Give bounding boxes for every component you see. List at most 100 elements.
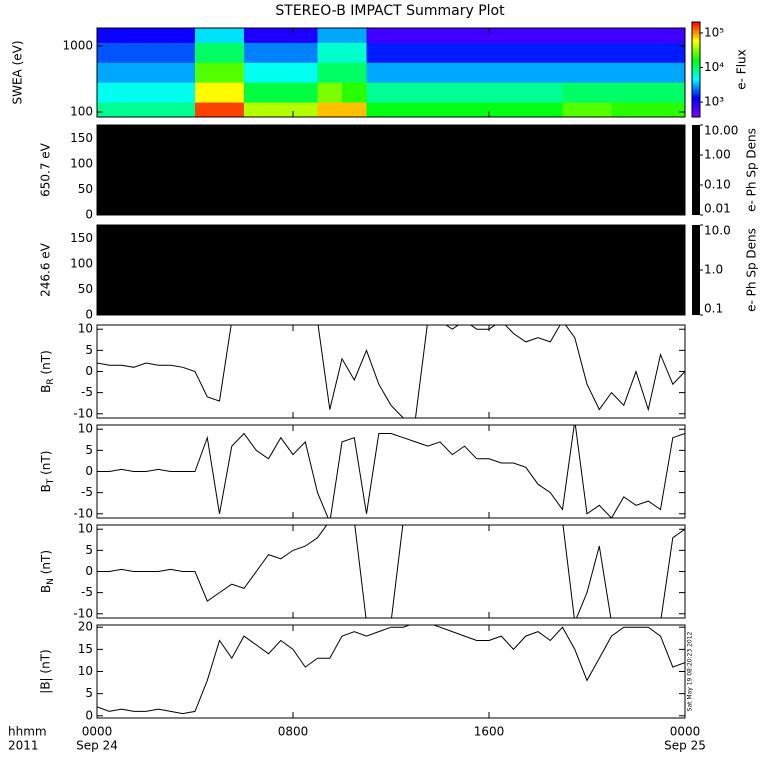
spectrogram-cell — [587, 82, 612, 103]
spectrogram-cell — [293, 82, 318, 103]
y-tick-label: -10 — [73, 506, 93, 520]
y-tick-label: 15 — [78, 642, 93, 656]
y-tick-label: 5 — [85, 343, 93, 357]
spectrogram-cell — [170, 42, 196, 63]
spectrogram-cell — [415, 102, 441, 117]
colorbar-tick-label: 10.00 — [704, 124, 738, 138]
spectrogram-cell — [660, 102, 685, 117]
spectrogram-cell — [489, 28, 514, 43]
spectrogram-cell — [244, 28, 269, 43]
spectrogram-cell — [366, 82, 392, 103]
colorbar-tick-label: 10.0 — [704, 224, 731, 238]
spectrogram-cell — [562, 62, 588, 83]
y-axis-label: 650.7 eV — [39, 142, 53, 197]
corner-label: hhmm — [8, 725, 47, 739]
data-line — [97, 525, 685, 618]
spectrogram-cell — [97, 28, 122, 43]
spectrogram-cell — [489, 62, 514, 83]
spectrogram-cell — [611, 62, 637, 83]
spectrogram-cell — [513, 102, 539, 117]
y-tick-label: 10 — [78, 322, 93, 336]
spectrogram-cell — [587, 42, 612, 63]
y-tick-label: -10 — [73, 606, 93, 620]
y-tick-label: 1000 — [62, 38, 93, 52]
spectrogram-cell — [97, 62, 122, 83]
panel-frame — [96, 124, 686, 216]
spectrogram-cell — [660, 42, 685, 63]
spectrogram-cell — [268, 102, 294, 117]
spectrogram-cell — [219, 62, 245, 83]
spectrogram-cell — [562, 28, 588, 43]
spectrogram-cell — [391, 102, 416, 117]
spectrogram-cell — [366, 62, 392, 83]
y-tick-label: 0 — [85, 708, 93, 722]
y-tick-label: 100 — [70, 156, 93, 170]
y-label-main: B — [39, 484, 53, 492]
spectrogram-cell — [268, 42, 294, 63]
spectrogram-cell — [342, 28, 367, 43]
y-tick-label: -5 — [81, 585, 93, 599]
y-tick-label: 100 — [70, 256, 93, 270]
spectrogram-cell — [121, 28, 147, 43]
spectrogram-cell — [146, 62, 171, 83]
spectrogram-cell — [170, 28, 196, 43]
spectrogram-cell — [440, 42, 465, 63]
spectrogram-cell — [562, 42, 588, 63]
colorbar-label: e- Ph Sp Dens — [745, 228, 759, 312]
x-tick-label: 1600 — [474, 725, 505, 739]
spectrogram-cell — [415, 28, 441, 43]
spectrogram-cell — [464, 62, 490, 83]
spectrogram-cell — [636, 62, 661, 83]
spectrogram-cell — [415, 42, 441, 63]
spectrogram-cell — [317, 28, 343, 43]
y-label-main: B — [39, 585, 53, 593]
spectrogram-cell — [636, 82, 661, 103]
spectrogram-cell — [97, 82, 122, 103]
spectrogram-cell — [513, 62, 539, 83]
date-label: Sep 25 — [664, 739, 706, 753]
y-tick-label: 20 — [78, 620, 93, 634]
colorbar-tick-label: 10³ — [704, 95, 724, 109]
spectrogram-cell — [415, 82, 441, 103]
y-axis-label: |B| (nT) — [39, 649, 53, 693]
spectrogram-cell — [195, 82, 220, 103]
spectrogram-cell — [415, 62, 441, 83]
spectrogram-cell — [170, 82, 196, 103]
y-tick-label: 0 — [85, 208, 93, 222]
y-tick-label: 100 — [70, 104, 93, 118]
spectrogram-cell — [440, 82, 465, 103]
spectrogram-cell — [219, 102, 245, 117]
x-tick-label: 0800 — [278, 725, 309, 739]
spectrogram-cell — [97, 102, 122, 117]
colorbar-label: e- Flux — [735, 49, 749, 89]
panel-frame — [96, 27, 686, 118]
y-tick-label: 10 — [78, 422, 93, 436]
spectrogram-cell — [366, 102, 392, 117]
spectrogram-cell — [587, 28, 612, 43]
y-tick-label: 5 — [85, 543, 93, 557]
panel-frame — [96, 224, 686, 316]
spectrogram-cell — [464, 42, 490, 63]
spectrogram-cell — [342, 102, 367, 117]
spectrogram-cell — [244, 42, 269, 63]
y-tick-label: 150 — [70, 231, 93, 245]
spectrogram-cell — [538, 102, 563, 117]
spectrogram-cell — [268, 82, 294, 103]
spectrogram-cell — [391, 82, 416, 103]
spectrogram-cell — [611, 42, 637, 63]
spectrogram-cell — [489, 42, 514, 63]
spectrogram-cell — [121, 82, 147, 103]
y-tick-label: 150 — [70, 131, 93, 145]
spectrogram-cell — [587, 102, 612, 117]
spectrogram-cell — [268, 28, 294, 43]
spectrogram-cell — [611, 28, 637, 43]
spectrogram-cell — [195, 28, 220, 43]
spectrogram-cell — [293, 28, 318, 43]
spectrogram-cell — [268, 62, 294, 83]
spectrogram-cell — [538, 62, 563, 83]
spectrogram-cell — [244, 82, 269, 103]
y-axis-label: BN (nT) — [39, 550, 56, 593]
spectrogram-cell — [636, 42, 661, 63]
spectrogram-cell — [170, 102, 196, 117]
colorbar-tick-label: 0.1 — [704, 302, 723, 316]
